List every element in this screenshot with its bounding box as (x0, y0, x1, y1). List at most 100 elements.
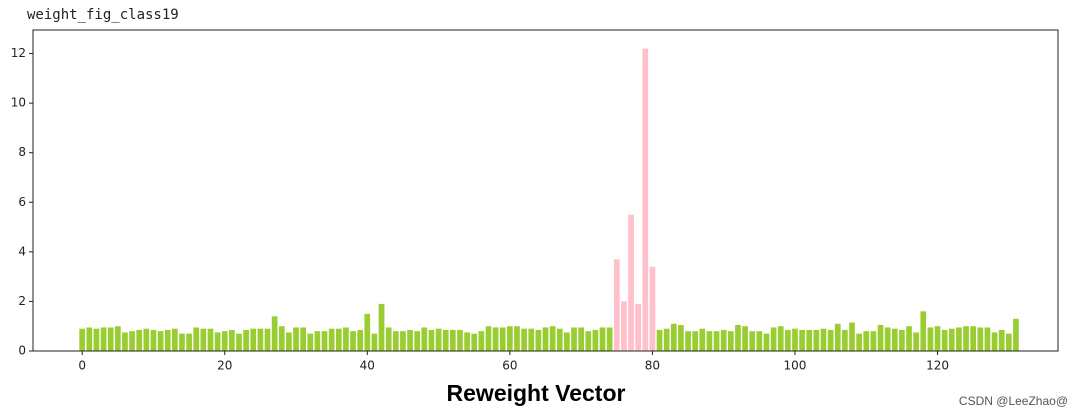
bar (328, 328, 335, 351)
bar (799, 329, 805, 351)
x-tick-label: 80 (645, 359, 660, 373)
bar (813, 329, 820, 351)
bar (136, 329, 143, 351)
bar (735, 324, 741, 351)
bar (606, 327, 613, 351)
bar (514, 326, 520, 351)
bar (171, 328, 178, 351)
bar (428, 329, 435, 351)
bar (392, 331, 399, 351)
bar (870, 331, 877, 351)
bar (763, 333, 770, 351)
bar (727, 331, 734, 351)
watermark: CSDN @LeeZhao@ (959, 394, 1068, 408)
bar (378, 303, 385, 351)
bar (899, 329, 905, 351)
bar (335, 328, 342, 351)
bar (963, 326, 969, 351)
bar (692, 331, 699, 351)
bar (421, 327, 428, 351)
bar (635, 303, 642, 351)
bar (998, 329, 1005, 351)
y-tick-label: 6 (18, 195, 26, 209)
bar (984, 327, 991, 351)
bar (956, 327, 962, 351)
y-tick-label: 0 (18, 344, 26, 358)
bar (663, 328, 670, 351)
bar (243, 329, 249, 351)
bar (713, 331, 720, 351)
bar (941, 329, 948, 351)
bar (549, 326, 556, 351)
bar (927, 327, 934, 351)
bar (86, 327, 93, 351)
y-tick-label: 4 (18, 244, 26, 258)
bar (699, 328, 706, 351)
bar (257, 328, 264, 351)
y-tick-label: 2 (18, 294, 26, 308)
bar (107, 327, 114, 351)
bar (507, 326, 513, 351)
bar (770, 327, 777, 351)
bar (164, 329, 171, 351)
bar (193, 327, 200, 351)
bar (521, 328, 527, 351)
bar (920, 311, 927, 351)
bar (784, 329, 791, 351)
x-tick-label: 0 (78, 359, 86, 373)
bar (371, 333, 378, 351)
bar (678, 324, 684, 351)
bar (720, 329, 727, 351)
bar (820, 328, 827, 351)
bar (442, 329, 449, 351)
x-axis-label: Reweight Vector (447, 380, 626, 406)
bar (385, 327, 392, 351)
bar (307, 333, 314, 351)
bar (877, 324, 884, 351)
bar (492, 327, 499, 351)
bar (264, 328, 271, 351)
bar (221, 331, 228, 351)
bar (842, 329, 848, 351)
bar (578, 327, 584, 351)
bar (499, 327, 506, 351)
x-tick-label: 120 (926, 359, 949, 373)
bar (100, 327, 107, 351)
x-tick-label: 40 (360, 359, 375, 373)
bar (357, 329, 364, 351)
bar (777, 326, 784, 351)
bar (314, 331, 321, 351)
bar (621, 301, 627, 351)
bar (535, 329, 542, 351)
bar (350, 331, 356, 351)
bar (884, 327, 891, 351)
bar (613, 259, 620, 351)
bar (806, 329, 813, 351)
bar (157, 331, 164, 351)
bar (856, 333, 862, 351)
bar (278, 326, 285, 351)
bar (464, 332, 470, 351)
bar (948, 328, 955, 351)
bar (592, 329, 599, 351)
bar (542, 327, 549, 351)
bar (863, 331, 870, 351)
bar (564, 332, 570, 351)
bar (977, 327, 984, 351)
bar (122, 332, 128, 351)
bar (478, 331, 485, 351)
bar (1013, 318, 1019, 351)
bar (834, 323, 841, 351)
bar (200, 328, 207, 351)
y-tick-label: 10 (11, 96, 26, 110)
bar (706, 331, 713, 351)
bar (229, 329, 235, 351)
bar (642, 48, 649, 352)
bar (471, 333, 478, 351)
bar (670, 323, 677, 351)
bar (685, 331, 691, 351)
plot-frame (32, 29, 1059, 352)
bar (556, 328, 563, 351)
bar (321, 331, 328, 351)
bar (400, 331, 406, 351)
